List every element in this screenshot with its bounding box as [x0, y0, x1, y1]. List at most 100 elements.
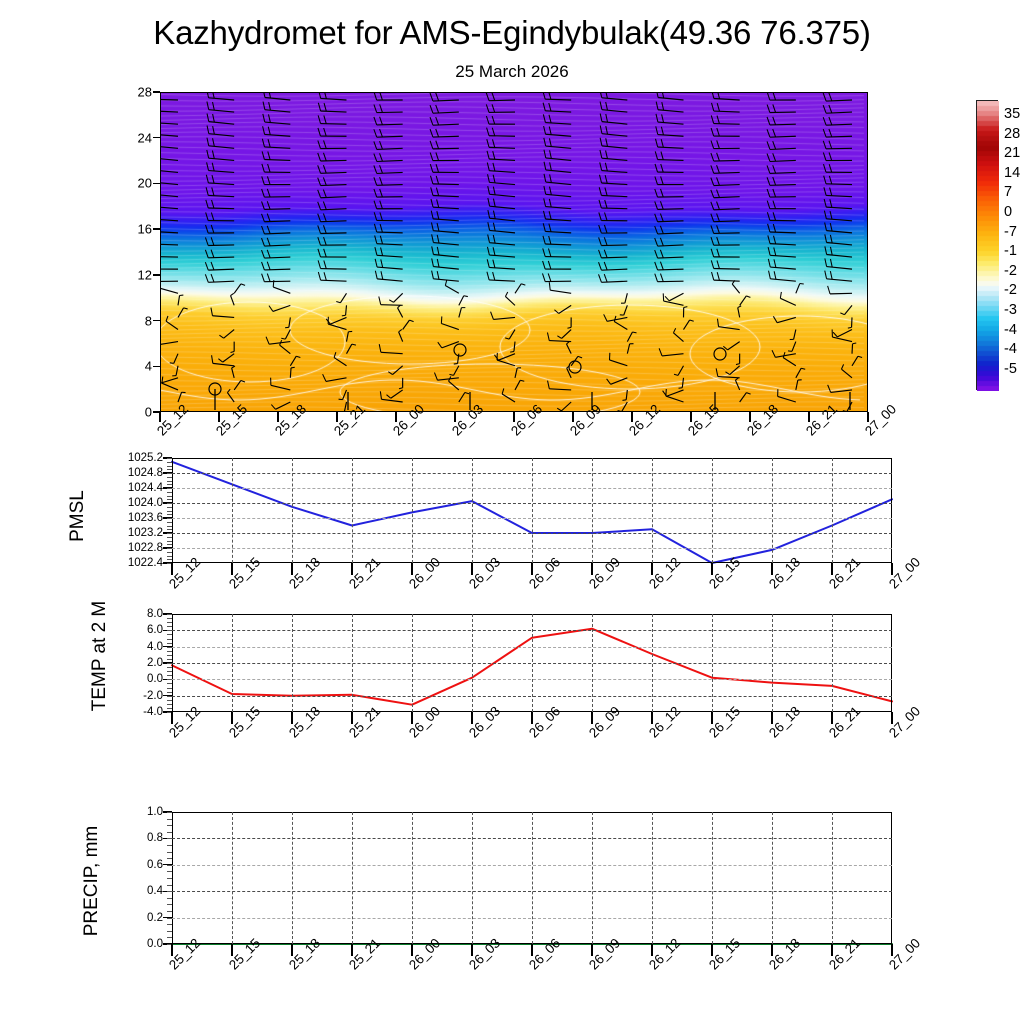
wind-barb: [230, 341, 235, 353]
wind-barb: [486, 139, 516, 149]
pmsl-y-minortick: [167, 525, 172, 527]
wind-barb: [211, 355, 235, 367]
wind-barb: [710, 248, 740, 258]
wind-barb: [261, 225, 291, 235]
temp-x-tick-tickmark: [891, 712, 893, 724]
temp-y-minortick: [167, 646, 172, 648]
wind-barb: [160, 256, 179, 258]
temp-y-minortick: [167, 695, 172, 697]
precip-x-tick-tickmark: [411, 944, 413, 956]
precip-y-minortick: [167, 858, 172, 860]
pmsl-y-minortick: [167, 548, 172, 549]
wind-barb: [822, 116, 853, 126]
wind-barb: [766, 141, 796, 150]
wind-barb: [655, 113, 684, 125]
wind-barb: [169, 353, 179, 364]
pmsl-y-tickmark: [163, 532, 172, 534]
wind-barb: [317, 140, 347, 150]
wind-barb: [205, 174, 235, 186]
colorbar-tick-label: 0: [1004, 204, 1013, 220]
colorbar-tick-label: -2: [1004, 262, 1017, 279]
precip-gridline-v: [532, 812, 533, 944]
wind-barb: [795, 367, 806, 379]
wind-barb: [317, 164, 347, 174]
pmsl-y-minortick: [167, 544, 172, 546]
wind-barb: [449, 365, 460, 376]
wind-barb: [317, 127, 347, 137]
wind-barb: [779, 291, 797, 306]
wind-barb: [832, 329, 853, 338]
pmsl-y-tickmark: [163, 487, 172, 489]
precip-x-tick-tickmark: [831, 944, 833, 956]
wind-barb: [429, 92, 459, 102]
precip-y-tickmark: [163, 811, 172, 813]
pmsl-y-tickmark: [163, 517, 172, 519]
temp-x-tick-tickmark: [351, 712, 353, 724]
wind-barb: [231, 365, 236, 378]
wind-barb: [431, 270, 459, 282]
wind-barb: [656, 92, 684, 101]
colorbar-tick-label: -5: [1004, 360, 1017, 377]
calm-wind-marker: [568, 360, 582, 374]
wind-barb: [429, 116, 459, 126]
wind-barb: [270, 401, 291, 410]
wind-barb: [206, 149, 235, 161]
wind-barb: [429, 140, 459, 150]
wind-barb: [510, 341, 516, 353]
cross-section-y-tickmark: [153, 319, 160, 322]
wind-barb: [548, 282, 572, 294]
pmsl-gridline-v: [532, 458, 533, 563]
temp-gridline-v: [472, 614, 473, 712]
wind-barb: [279, 340, 291, 355]
wind-barb: [206, 92, 235, 101]
temp-y-tickmark: [163, 629, 172, 632]
wind-barb: [823, 198, 853, 210]
cross-section-y-tickmark: [153, 182, 160, 185]
wind-barb: [268, 304, 291, 312]
wind-barb: [317, 236, 347, 246]
precip-gridline-v: [412, 812, 413, 944]
temp-y-minortick: [167, 712, 172, 713]
pmsl-y-minortick: [167, 533, 172, 534]
wind-barb: [772, 316, 796, 324]
temp-y-minortick: [167, 630, 172, 632]
temp-axis-label: TEMP at 2 M: [89, 600, 110, 712]
wind-barb: [429, 152, 459, 162]
precip-x-tick-tickmark: [711, 944, 713, 956]
precip-gridline-v: [772, 812, 773, 944]
wind-barb: [261, 163, 291, 174]
wind-barb: [556, 401, 572, 412]
wind-barb: [204, 237, 235, 247]
wind-barb: [766, 212, 796, 222]
pmsl-gridline-v: [592, 458, 593, 563]
cross-section-x-tick-tickmark: [218, 412, 220, 422]
temp-gridline-v: [292, 614, 293, 712]
temp-x-tick-tickmark: [771, 712, 773, 724]
pmsl-y-minortick: [167, 521, 172, 523]
wind-barb: [261, 188, 291, 198]
temp-gridline-v: [652, 614, 653, 712]
cross-section-y-tick-label: 20: [137, 175, 152, 191]
wind-barb: [543, 198, 572, 210]
pmsl-y-minortick: [167, 491, 172, 493]
wind-barb: [429, 104, 459, 114]
wind-barb: [598, 212, 628, 222]
precip-y-tick-label: 0.0: [147, 938, 163, 950]
wind-barb: [739, 295, 751, 306]
wind-barb: [827, 285, 853, 295]
cross-section-y-tickmark: [153, 411, 160, 413]
wind-barb: [771, 349, 796, 358]
wind-barb: [333, 352, 347, 367]
wind-barb: [177, 391, 186, 403]
colorbar-tick-label: -4: [1004, 321, 1017, 338]
wind-barb: [160, 158, 179, 161]
wind-barb: [710, 127, 740, 137]
wind-barb: [547, 380, 572, 391]
temp-y-tick-label: 0.0: [147, 673, 163, 686]
temp-y-minortick: [167, 687, 172, 689]
pmsl-y-minortick: [167, 469, 172, 471]
cross-section-y-tick-label: 28: [137, 84, 152, 100]
pmsl-gridline-v: [772, 458, 773, 563]
wind-barb: [619, 305, 628, 316]
pmsl-y-minortick: [167, 465, 172, 467]
